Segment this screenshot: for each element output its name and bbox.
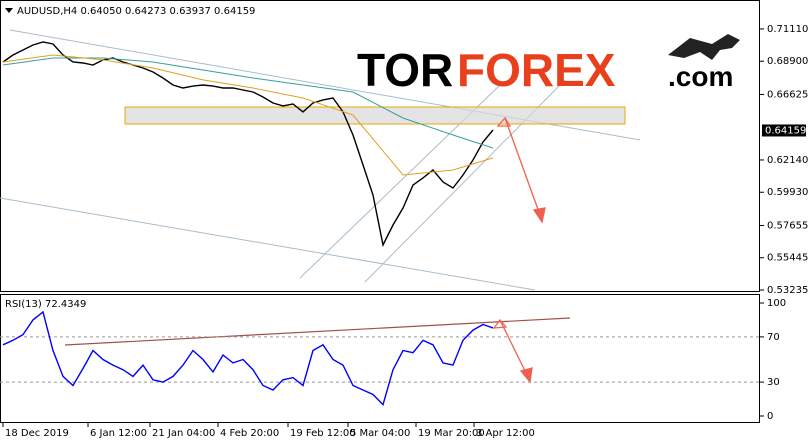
arrow xyxy=(499,319,528,376)
y-tick-label: 70 xyxy=(767,332,780,343)
x-tick-label: 19 Mar 20:00 xyxy=(418,428,485,439)
last-price-box xyxy=(762,124,806,137)
series-line xyxy=(2,54,494,176)
logo: TOR FOREX .com xyxy=(357,34,740,96)
y-tick-label: 0.55445 xyxy=(767,253,808,264)
resistance-zone xyxy=(124,106,626,125)
y-tick-label: 0 xyxy=(767,411,773,422)
series-line xyxy=(2,310,494,407)
x-tick-label: 21 Jan 04:00 xyxy=(152,428,215,439)
rsi-title: RSI(13) 72.4349 xyxy=(5,299,86,310)
arrows xyxy=(492,116,546,384)
price-title: AUDUSD,H4 0.64050 0.64273 0.63937 0.6415… xyxy=(17,6,255,17)
y-tick-label: 0.59930 xyxy=(767,187,808,198)
y-tick-label: 100 xyxy=(767,298,786,309)
arrow-head xyxy=(519,367,533,384)
symbol-marker xyxy=(5,8,13,13)
trend-line xyxy=(0,197,536,291)
x-tick-label: 6 Jan 12:00 xyxy=(90,428,147,439)
y-tick-label: 30 xyxy=(767,377,780,388)
y-tick-label: 0.71110 xyxy=(767,24,808,35)
logo-com: .com xyxy=(668,61,733,92)
y-tick-label: 0.68900 xyxy=(767,56,808,67)
x-tick-label: 4 Feb 20:00 xyxy=(220,428,279,439)
y-tick-label: 0.66625 xyxy=(767,89,808,100)
logo-tor: TOR xyxy=(357,44,453,96)
logo-bull xyxy=(668,34,740,60)
rsi-pane xyxy=(0,294,760,423)
last-price-label: 0.64159 xyxy=(765,125,806,136)
series-line xyxy=(2,41,494,248)
arrow xyxy=(504,117,541,216)
x-tick-label: 19 Feb 12:00 xyxy=(290,428,356,439)
arrow-head xyxy=(492,318,508,329)
x-tick-label: 5 Mar 04:00 xyxy=(350,428,410,439)
annotations xyxy=(0,29,641,384)
arrow-head xyxy=(532,207,546,224)
y-tick-label: 0.57655 xyxy=(767,220,808,231)
logo-forex: FOREX xyxy=(457,44,616,96)
price-pane xyxy=(0,0,760,292)
x-tick-label: 18 Dec 2019 xyxy=(5,428,69,439)
y-tick-label: 0.62140 xyxy=(767,155,808,166)
x-tick-label: 3 Apr 12:00 xyxy=(476,428,535,439)
arrow-head xyxy=(496,116,512,127)
y-tick-label: 0.53235 xyxy=(767,285,808,296)
rsi-trend-line xyxy=(64,317,571,346)
